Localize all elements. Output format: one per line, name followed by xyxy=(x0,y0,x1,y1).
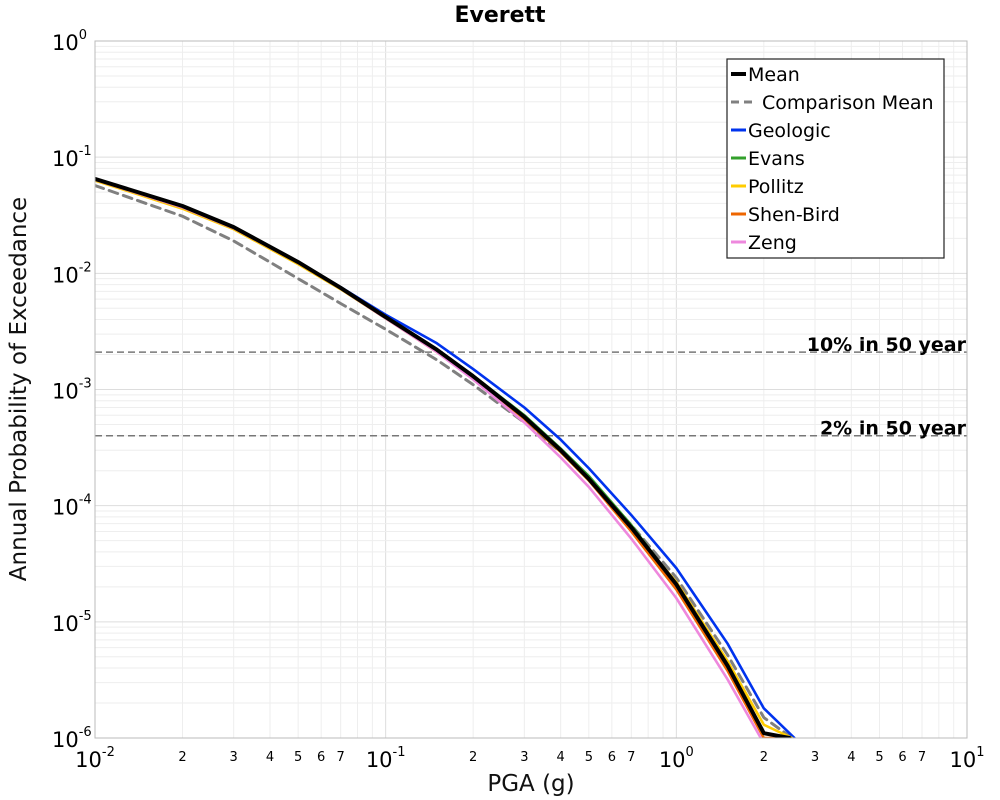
x-tick-exponent: -1 xyxy=(393,745,406,760)
reference-line-label: 10% in 50 year xyxy=(807,334,967,356)
x-tick-exponent: 1 xyxy=(976,745,984,760)
x-minor-tick-label: 7 xyxy=(627,750,635,765)
legend-label: Comparison Mean xyxy=(762,92,934,114)
x-minor-tick-label: 4 xyxy=(847,750,855,765)
y-tick-base: 10 xyxy=(52,728,79,752)
x-minor-tick-label: 2 xyxy=(760,750,768,765)
x-minor-tick-label: 6 xyxy=(317,750,325,765)
x-tick-label: 101 xyxy=(949,745,984,772)
y-tick-label: 10-5 xyxy=(52,609,92,636)
y-tick-base: 10 xyxy=(52,496,79,520)
y-tick-base: 10 xyxy=(52,612,79,636)
x-tick-exponent: 0 xyxy=(686,745,694,760)
y-tick-label: 10-2 xyxy=(52,260,92,287)
y-tick-label: 10-1 xyxy=(52,144,92,171)
plot-frame xyxy=(94,40,968,739)
y-tick-exponent: -2 xyxy=(79,260,92,275)
x-minor-tick-label: 4 xyxy=(557,750,565,765)
legend-box xyxy=(726,58,945,259)
x-minor-tick-label: 6 xyxy=(608,750,616,765)
legend-label: Mean xyxy=(748,64,800,86)
x-minor-tick-label: 3 xyxy=(811,750,819,765)
legend-label: Pollitz xyxy=(748,176,804,198)
y-tick-label: 10-6 xyxy=(52,725,92,752)
y-tick-exponent: -3 xyxy=(79,377,92,392)
legend: Mean Comparison Mean Geologic Evans Pollitz S… xyxy=(726,58,945,259)
legend-label: Geologic xyxy=(748,120,831,142)
x-minor-tick-label: 5 xyxy=(585,750,593,765)
y-tick-base: 10 xyxy=(52,263,79,287)
x-tick-base: 10 xyxy=(659,748,686,772)
x-minor-tick-label: 7 xyxy=(337,750,345,765)
series-line-mean xyxy=(95,176,792,738)
reference-line-label: 2% in 50 year xyxy=(820,418,967,440)
grid xyxy=(94,41,967,739)
series-line-comparison-mean xyxy=(95,184,794,738)
x-minor-tick-label: 3 xyxy=(230,750,238,765)
y-tick-exponent: -4 xyxy=(79,493,92,508)
x-tick-label: 10-2 xyxy=(75,745,115,772)
x-tick-base: 10 xyxy=(75,748,102,772)
y-tick-base: 10 xyxy=(52,31,79,55)
x-minor-tick-label: 2 xyxy=(469,750,477,765)
reference-lines: 10% in 50 year 2% in 50 year xyxy=(95,334,967,440)
x-tick-base: 10 xyxy=(949,748,976,772)
y-tick-label: 10-3 xyxy=(52,377,92,404)
x-axis-label: PGA (g) xyxy=(487,771,574,797)
x-minor-tick-label: 5 xyxy=(294,750,302,765)
x-minor-tick-label: 2 xyxy=(178,750,186,765)
series-lines xyxy=(95,176,796,738)
x-minor-tick-label: 5 xyxy=(875,750,883,765)
y-tick-exponent: 0 xyxy=(79,28,87,43)
x-minor-tick-label: 3 xyxy=(520,750,528,765)
y-tick-label: 10-4 xyxy=(52,493,92,520)
y-tick-exponent: -5 xyxy=(79,609,92,624)
x-tick-base: 10 xyxy=(366,748,393,772)
x-tick-label: 10-1 xyxy=(366,745,406,772)
y-axis-label: Annual Probability of Exceedance xyxy=(6,197,32,581)
chart-title: Everett xyxy=(454,3,546,28)
y-tick-base: 10 xyxy=(52,380,79,404)
x-minor-tick-label: 7 xyxy=(918,750,926,765)
y-tick-label: 100 xyxy=(52,28,87,55)
x-minor-tick-label: 6 xyxy=(898,750,906,765)
y-tick-exponent: -1 xyxy=(79,144,92,159)
legend-label: Evans xyxy=(748,148,805,170)
y-tick-exponent: -6 xyxy=(79,725,92,740)
y-tick-base: 10 xyxy=(52,147,79,171)
x-tick-label: 100 xyxy=(659,745,694,772)
x-tick-exponent: -2 xyxy=(102,745,115,760)
x-minor-tick-label: 4 xyxy=(266,750,274,765)
legend-label: Shen-Bird xyxy=(748,204,840,226)
legend-label: Zeng xyxy=(748,232,797,254)
